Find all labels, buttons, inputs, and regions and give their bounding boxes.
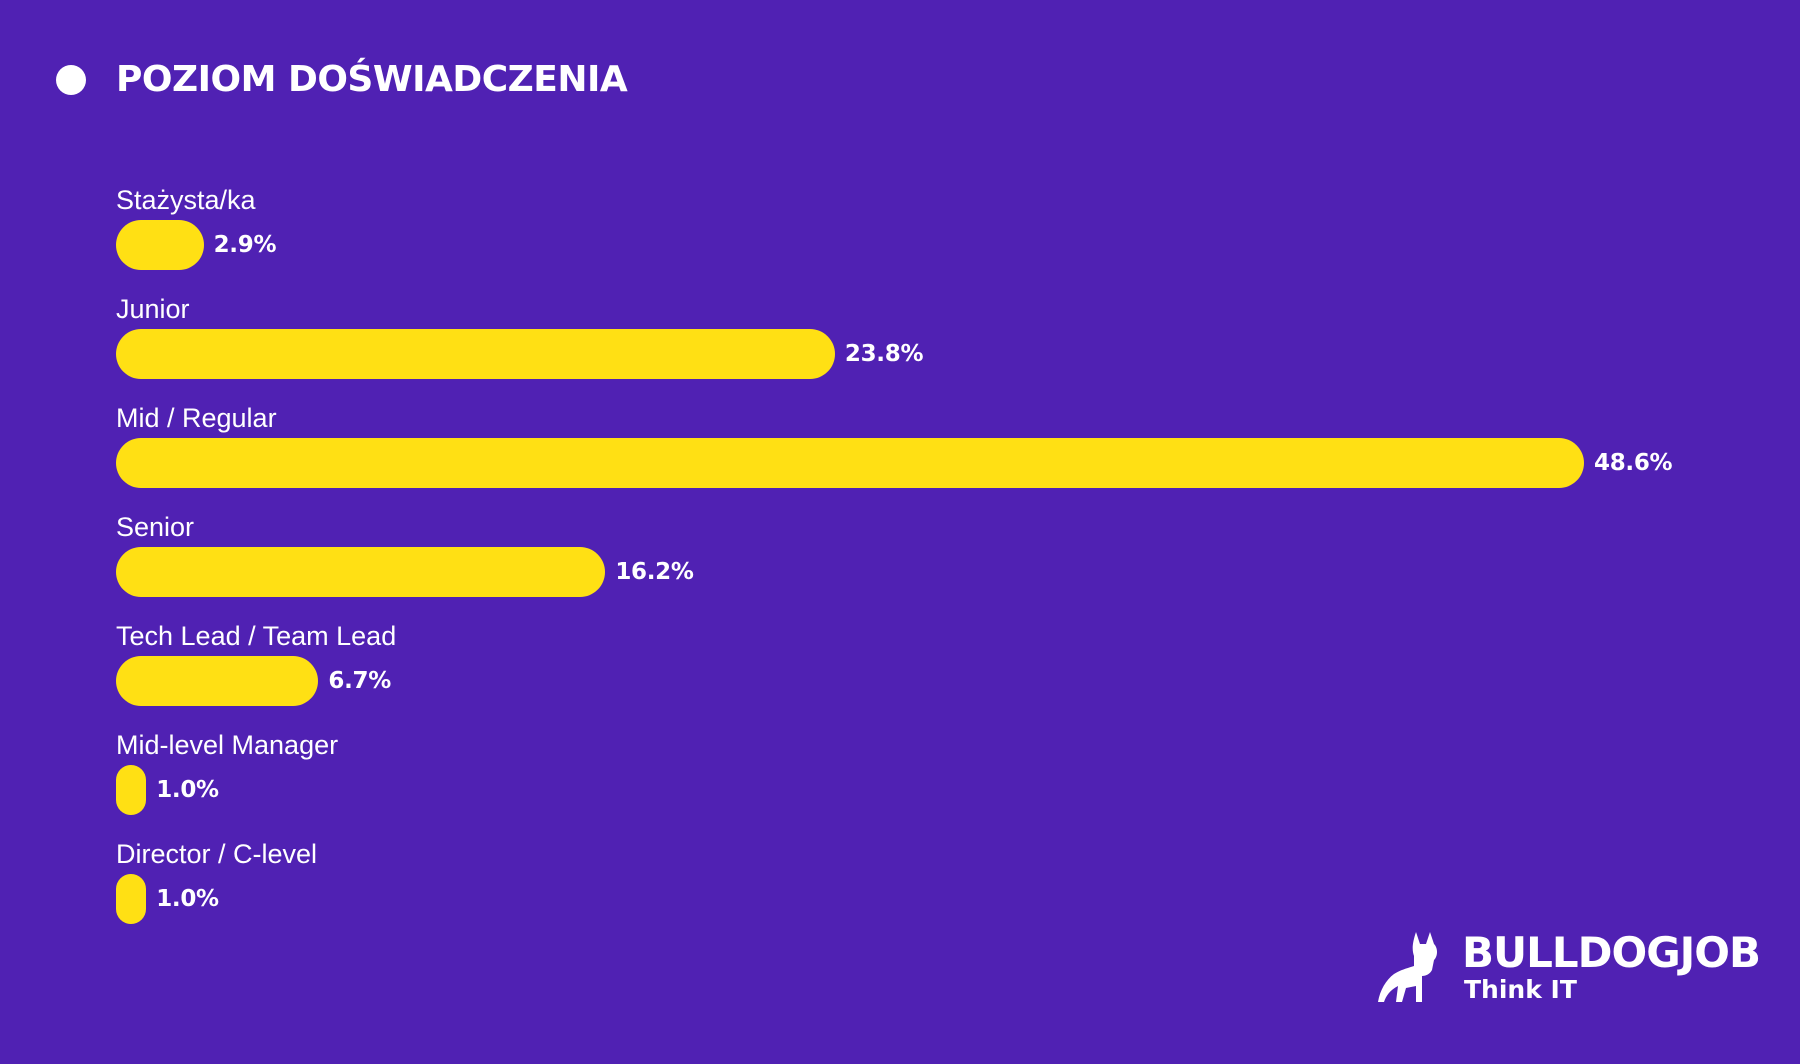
bar bbox=[116, 656, 319, 706]
category-label: Junior bbox=[116, 294, 190, 324]
chart-title: POZIOM DOŚWIADCZENIA bbox=[116, 59, 628, 100]
category-label: Tech Lead / Team Lead bbox=[116, 621, 397, 651]
bar bbox=[116, 329, 835, 379]
value-label: 48.6% bbox=[1594, 450, 1673, 476]
bar bbox=[116, 220, 204, 270]
value-label: 1.0% bbox=[156, 777, 219, 803]
category-label: Mid / Regular bbox=[116, 403, 277, 433]
logo: BULLDOGJOB Think IT bbox=[1376, 928, 1761, 1006]
value-label: 23.8% bbox=[844, 341, 924, 367]
bulldog-icon bbox=[1378, 932, 1437, 1002]
category-label: Senior bbox=[116, 512, 195, 542]
value-label: 2.9% bbox=[213, 232, 277, 258]
title-bullet-icon bbox=[56, 65, 86, 95]
category-label: Director / C-level bbox=[116, 839, 318, 869]
title-row: POZIOM DOŚWIADCZENIA bbox=[56, 56, 628, 104]
value-label: 6.7% bbox=[328, 668, 391, 694]
value-label: 1.0% bbox=[156, 886, 219, 912]
bar bbox=[116, 438, 1584, 488]
value-label: 16.2% bbox=[615, 559, 694, 585]
bar bbox=[116, 547, 606, 597]
logo-tagline: Think IT bbox=[1464, 975, 1577, 1004]
category-label: Stażysta/ka bbox=[116, 185, 256, 215]
bar bbox=[116, 765, 147, 815]
bar bbox=[116, 874, 147, 924]
logo-name: BULLDOGJOB bbox=[1462, 928, 1761, 977]
category-label: Mid-level Manager bbox=[116, 730, 339, 760]
